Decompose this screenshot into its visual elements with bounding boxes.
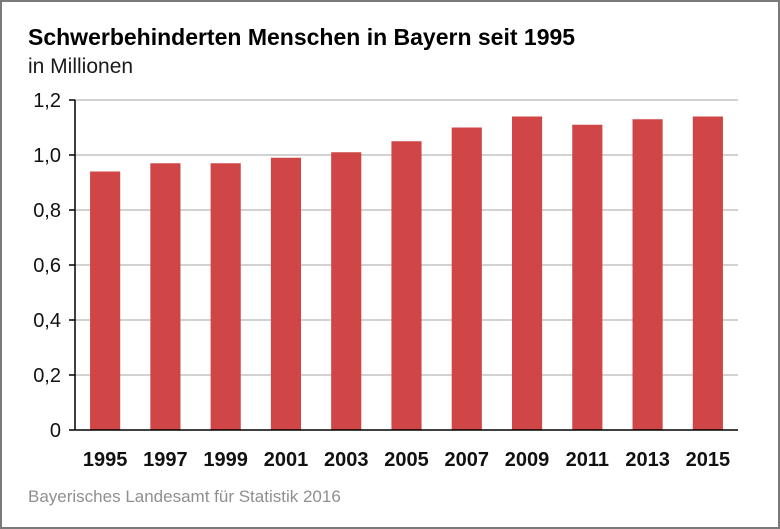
bar-2001 [270,157,302,430]
x-tick-label: 1997 [143,449,188,471]
bar-2007 [451,127,482,430]
x-tick-label: 2003 [324,449,369,471]
y-tick-label: 0,2 [33,365,61,387]
bar-2005 [391,141,422,430]
y-tick-label: 0,8 [33,200,61,222]
bar-2009 [511,116,543,430]
chart-source: Bayerisches Landesamt für Statistik 2016 [28,487,341,506]
x-tick-labels: 1995 1997 1999 2001 2003 2005 2007 2009 2011 2013… [83,449,730,471]
bar-2013 [632,119,663,430]
x-tick-label: 2015 [686,449,731,471]
bar-1995 [90,171,121,430]
bar-2003 [331,152,362,430]
y-tick-label: 1,0 [33,145,61,167]
bar-2011 [572,124,603,430]
x-tick-label: 2011 [566,449,609,471]
y-tick-label: 1,2 [33,90,61,112]
bar-1999 [210,163,241,430]
y-tick-label: 0,4 [33,310,61,332]
bar-2015 [692,116,723,430]
x-tick-label: 2009 [505,449,550,471]
y-tick-label: 0,6 [33,255,61,277]
chart-subtitle: in Millionen [28,55,134,78]
x-tick-label: 2005 [384,449,429,471]
chart-title: Schwerbehinderten Menschen in Bayern sei… [28,24,576,50]
x-tick-label: 2013 [625,449,670,471]
bar-1997 [150,163,181,430]
x-tick-label: 2001 [264,449,309,471]
x-tick-label: 1995 [83,449,128,471]
axes [69,99,738,431]
y-tick-labels: 0 0,2 0,4 0,6 0,8 1,0 1,2 [33,90,61,442]
bars [90,116,723,430]
x-tick-label: 1999 [203,449,248,471]
x-tick-label: 2007 [445,449,490,471]
y-tick-label: 0 [50,420,61,442]
